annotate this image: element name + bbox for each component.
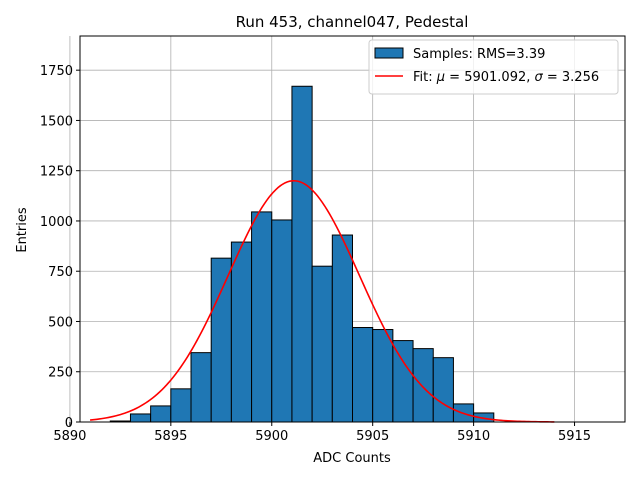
- y-tick-label: 0: [65, 416, 73, 431]
- histogram-bar: [170, 388, 192, 423]
- legend-label-histogram: Samples: RMS=3.39: [413, 47, 545, 62]
- x-tick-label: 5905: [356, 429, 389, 444]
- histogram-bar: [230, 241, 253, 423]
- axes-frame: [79, 35, 626, 423]
- y-tick-label: 1750: [40, 64, 73, 79]
- y-tick-label: 500: [48, 315, 73, 330]
- x-tick-label: 5915: [558, 429, 591, 444]
- legend-label-fit: Fit: μ = 5901.092, σ = 3.256: [413, 70, 599, 85]
- histogram-bar: [331, 234, 354, 423]
- histogram-bar: [271, 219, 293, 423]
- x-tick-label: 5890: [53, 429, 86, 444]
- fit-sigma-symbol: σ: [535, 70, 544, 85]
- y-tick-label: 1250: [40, 165, 73, 180]
- histogram-bar: [352, 327, 374, 423]
- legend-box: [368, 39, 619, 95]
- histogram-bar: [251, 211, 273, 423]
- y-axis-label: Entries: [15, 207, 30, 253]
- x-tick-label: 5910: [457, 429, 490, 444]
- x-tick-label: 5900: [255, 429, 288, 444]
- y-tick-label: 750: [48, 265, 73, 280]
- chart-title: Run 453, channel047, Pedestal: [236, 13, 469, 31]
- histogram-bar: [150, 405, 172, 423]
- histogram-bar: [432, 357, 454, 423]
- x-tick-label: 5895: [154, 429, 187, 444]
- fit-label-prefix: Fit:: [413, 70, 437, 85]
- histogram-bar: [129, 413, 152, 423]
- fit-mu-symbol: μ: [436, 70, 445, 85]
- legend: Samples: RMS=3.39 Fit: μ = 5901.092, σ =…: [368, 39, 619, 95]
- histogram-bar: [210, 257, 232, 423]
- y-tick-label: 250: [48, 366, 73, 381]
- fit-curve: [90, 179, 555, 423]
- fit-mu-value: = 5901.092,: [445, 70, 534, 85]
- fit-sigma-value: = 3.256: [543, 70, 599, 85]
- histogram-bar: [291, 85, 313, 423]
- axis-ticks: 5890 5895 5900 5905 5910 5915 0 250 500 750 1000 12…: [40, 64, 591, 444]
- histogram-bar: [311, 265, 333, 423]
- x-axis-label: ADC Counts: [313, 451, 391, 466]
- histogram-bars: [109, 85, 495, 423]
- histogram-bar: [372, 329, 394, 423]
- histogram-bar: [190, 352, 212, 423]
- histogram-bar: [412, 348, 434, 423]
- legend-swatch-histogram: [374, 47, 404, 59]
- y-tick-label: 1000: [40, 215, 73, 230]
- y-tick-label: 1500: [40, 114, 73, 129]
- histogram-bar: [392, 340, 414, 423]
